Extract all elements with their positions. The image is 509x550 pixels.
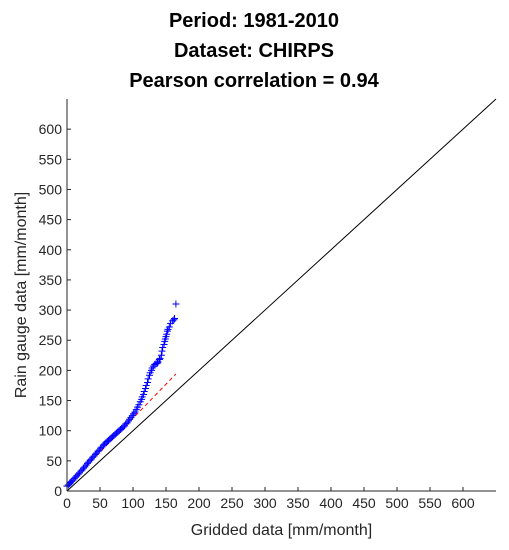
data-points bbox=[63, 300, 180, 490]
data-point bbox=[153, 359, 161, 367]
identity-line bbox=[66, 98, 497, 492]
x-tick-label: 600 bbox=[451, 495, 475, 511]
y-axis-label: Rain gauge data [mm/month] bbox=[13, 192, 30, 398]
data-point bbox=[156, 354, 164, 362]
y-tick-label: 400 bbox=[39, 242, 63, 258]
data-point bbox=[140, 387, 148, 395]
title-line-2: Dataset: CHIRPS bbox=[174, 40, 334, 62]
x-tick-label: 0 bbox=[63, 495, 71, 511]
axes bbox=[66, 99, 496, 492]
title-line-1: Period: 1981-2010 bbox=[169, 10, 339, 32]
y-tick-label: 200 bbox=[39, 362, 63, 378]
x-axis-ticks: 0 50 100 150 200 250 300 350 400 450 500 550 600 bbox=[63, 487, 475, 511]
data-point bbox=[158, 347, 166, 355]
data-point bbox=[128, 412, 136, 420]
x-tick-label: 150 bbox=[154, 495, 178, 511]
y-tick-label: 250 bbox=[39, 332, 63, 348]
y-tick-label: 600 bbox=[39, 121, 63, 137]
data-point bbox=[127, 413, 135, 421]
y-tick-label: 0 bbox=[54, 483, 62, 499]
data-point bbox=[142, 381, 150, 389]
data-point bbox=[140, 391, 148, 399]
y-tick-label: 450 bbox=[39, 212, 63, 228]
data-point bbox=[135, 401, 143, 409]
y-tick-label: 500 bbox=[39, 181, 63, 197]
y-axis-ticks: 0 50 100 150 200 250 300 350 400 450 500 550 600 bbox=[39, 121, 71, 499]
x-tick-label: 300 bbox=[253, 495, 277, 511]
data-point bbox=[148, 364, 156, 372]
data-point bbox=[124, 417, 132, 425]
data-point bbox=[130, 410, 138, 418]
y-tick-label: 350 bbox=[39, 272, 63, 288]
data-point bbox=[170, 316, 178, 324]
x-tick-label: 250 bbox=[220, 495, 244, 511]
reference-lines bbox=[66, 98, 497, 492]
data-point bbox=[163, 327, 171, 335]
y-tick-label: 100 bbox=[39, 423, 63, 439]
data-point bbox=[171, 315, 179, 323]
data-point bbox=[157, 351, 165, 359]
y-tick-label: 50 bbox=[46, 453, 62, 469]
data-point bbox=[160, 340, 168, 348]
y-tick-label: 300 bbox=[39, 302, 63, 318]
data-point bbox=[155, 356, 163, 364]
x-tick-label: 50 bbox=[92, 495, 108, 511]
data-point bbox=[144, 378, 152, 386]
y-tick-label: 150 bbox=[39, 393, 63, 409]
data-point bbox=[123, 419, 131, 427]
x-tick-label: 200 bbox=[187, 495, 211, 511]
x-tick-label: 400 bbox=[319, 495, 343, 511]
x-axis-label: Gridded data [mm/month] bbox=[191, 522, 372, 539]
x-tick-label: 450 bbox=[352, 495, 376, 511]
x-tick-label: 500 bbox=[385, 495, 409, 511]
x-tick-label: 350 bbox=[286, 495, 310, 511]
x-tick-label: 550 bbox=[418, 495, 442, 511]
data-point bbox=[144, 375, 152, 383]
data-point bbox=[159, 343, 167, 351]
title-line-3: Pearson correlation = 0.94 bbox=[129, 70, 379, 92]
data-point bbox=[172, 300, 180, 308]
data-point bbox=[142, 384, 150, 392]
data-point bbox=[126, 415, 134, 423]
data-point bbox=[81, 463, 89, 471]
chart-title: Period: 1981-2010 Dataset: CHIRPS Pearson … bbox=[129, 10, 379, 92]
x-tick-label: 100 bbox=[121, 495, 145, 511]
data-point bbox=[165, 323, 173, 331]
y-tick-label: 550 bbox=[39, 151, 63, 167]
data-point bbox=[163, 330, 171, 338]
